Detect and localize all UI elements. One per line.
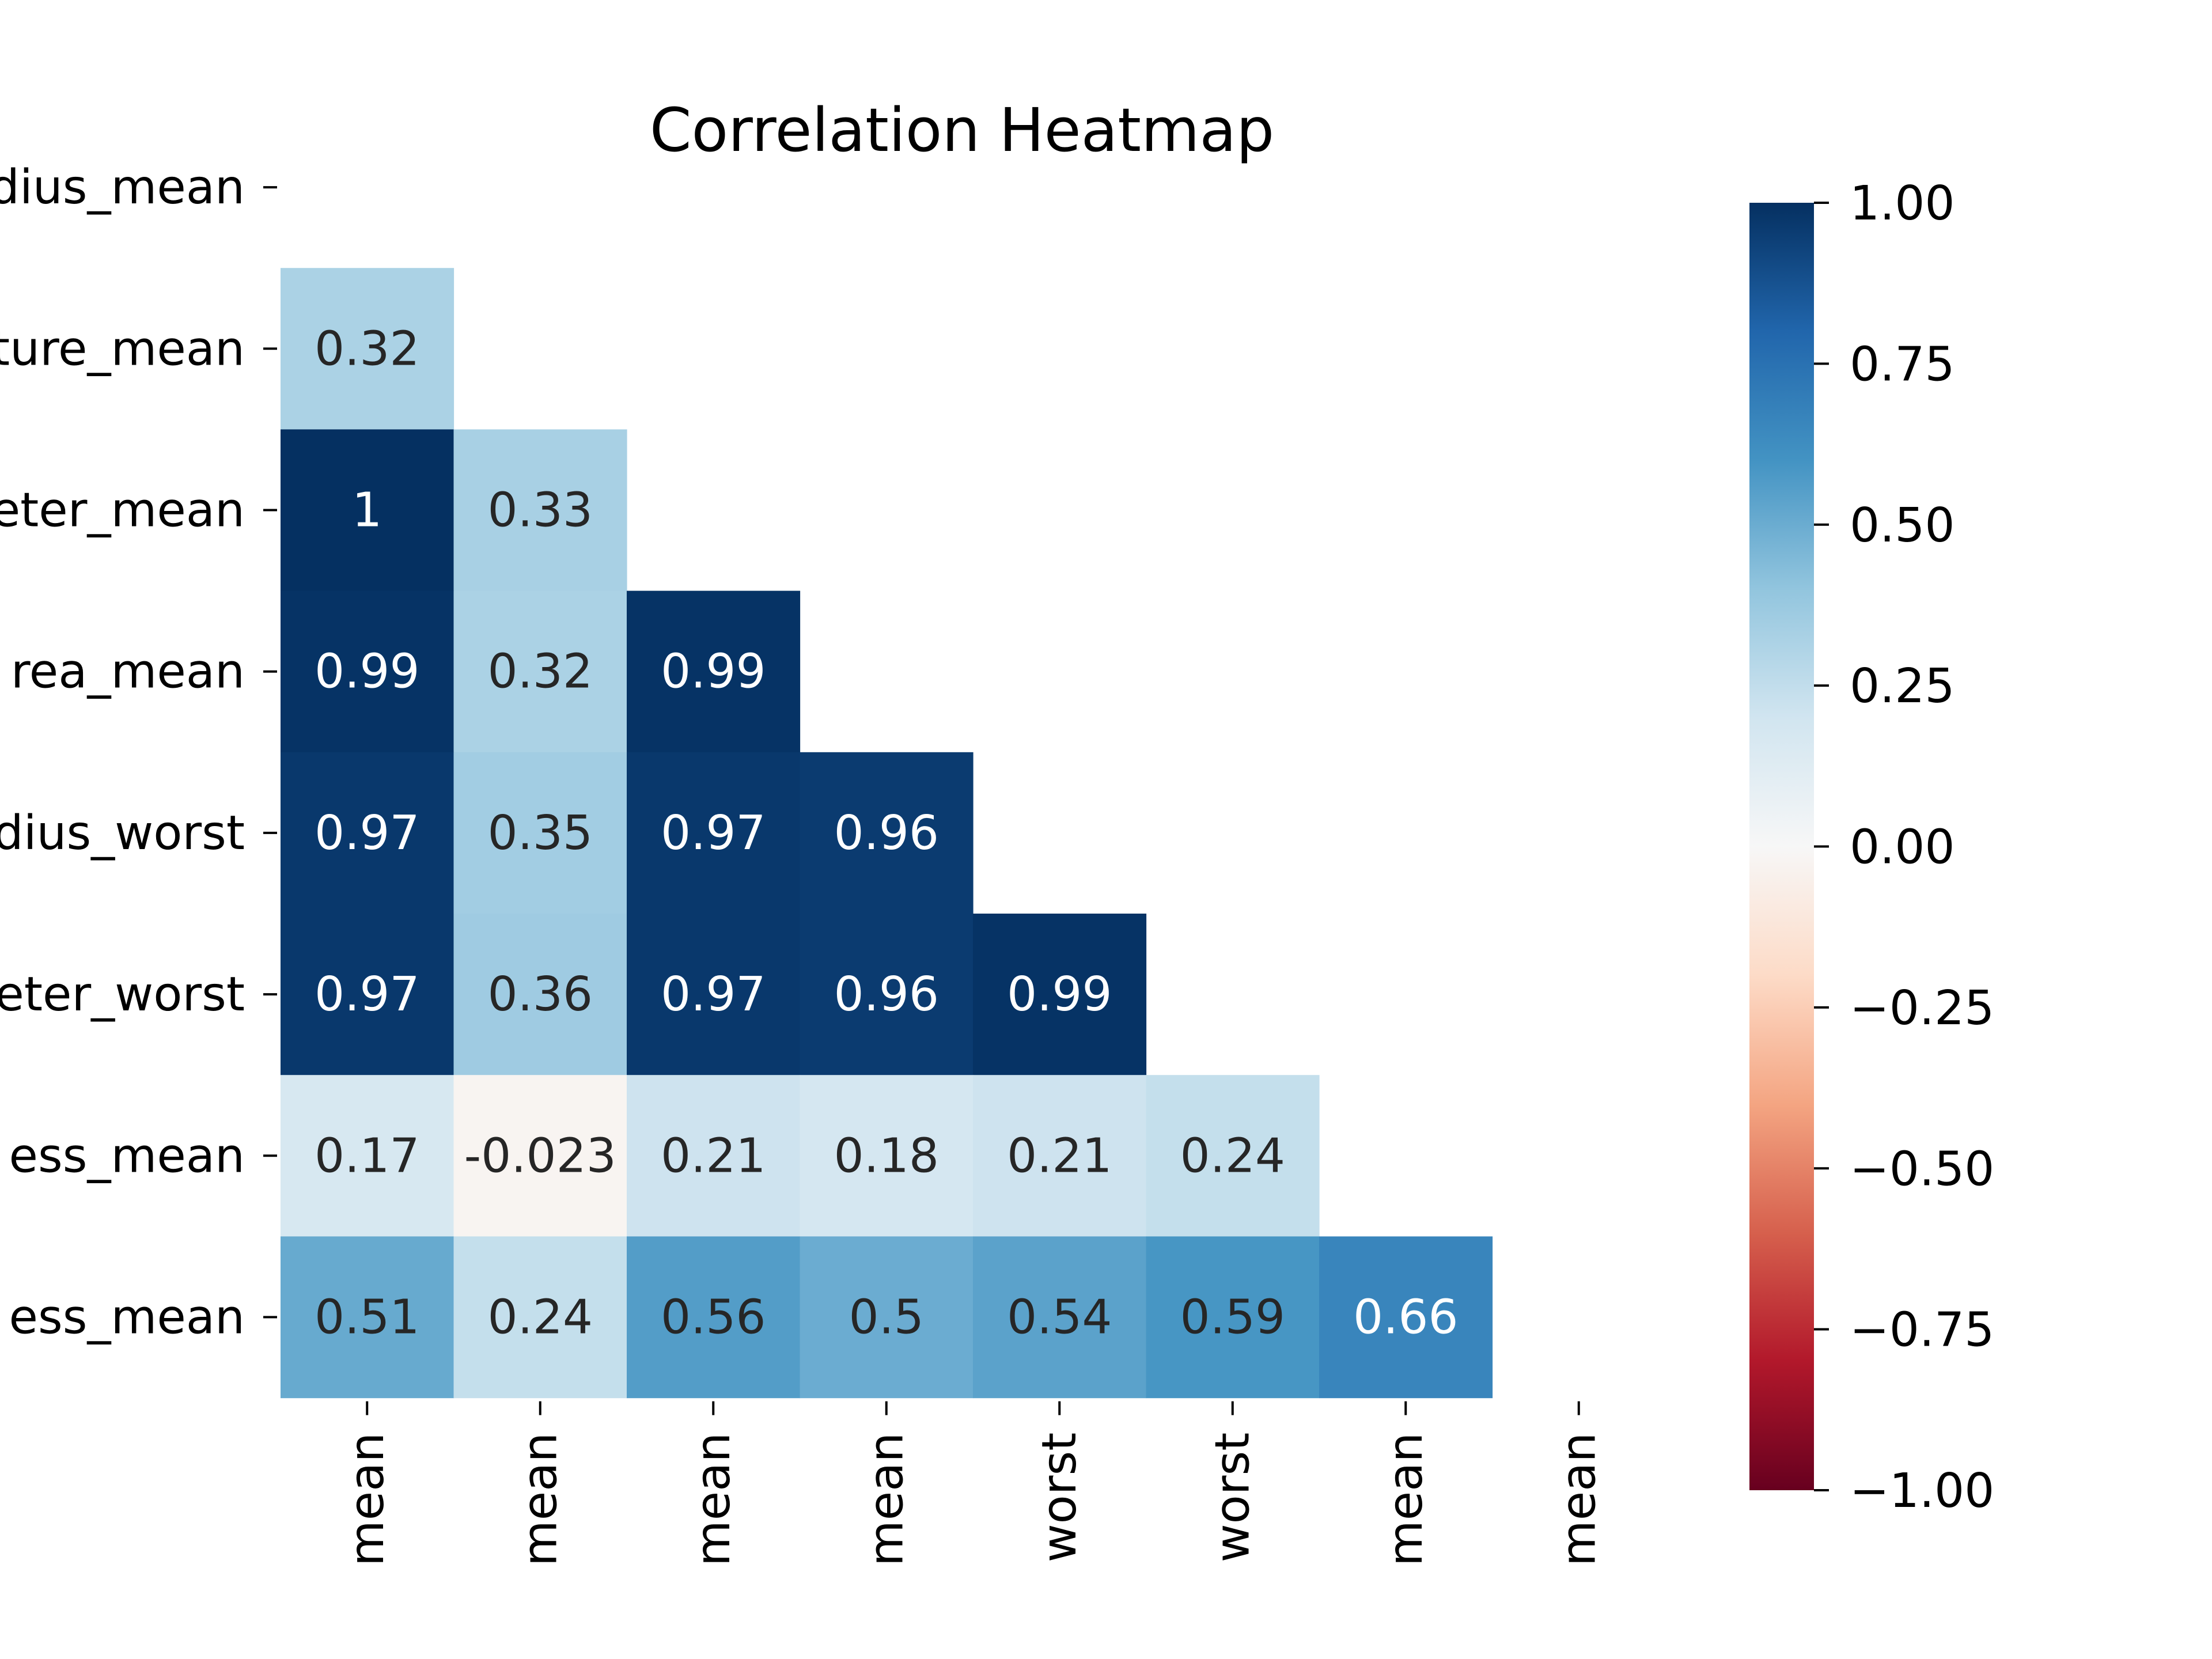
- heatmap-cell-label: 0.97: [661, 806, 766, 861]
- heatmap-cell-label: 0.96: [834, 806, 939, 861]
- heatmap-cell: [453, 914, 627, 1075]
- heatmap-cell: [627, 914, 801, 1075]
- heatmap-cell: [453, 590, 627, 753]
- heatmap-cell: [800, 1236, 974, 1399]
- heatmap-cell: [453, 1236, 627, 1399]
- heatmap-cell: [281, 1075, 454, 1237]
- heatmap-cell-label: 0.99: [1007, 967, 1112, 1022]
- heatmap-cell: [627, 752, 801, 914]
- heatmap-cell: [973, 914, 1147, 1075]
- heatmap-cell: [800, 1075, 974, 1237]
- x-axis: mean mean mean mean worst worst mean mean: [340, 1401, 1607, 1567]
- y-tick-label: dius_worst: [0, 806, 245, 861]
- heatmap-cell-label: 0.97: [315, 806, 420, 861]
- heatmap-cell-label: 0.97: [661, 967, 766, 1022]
- heatmap-cell-label: 0.36: [487, 967, 593, 1022]
- y-tick-label: dius_mean: [0, 160, 245, 215]
- heatmap-cell: [453, 1075, 627, 1237]
- heatmap-cell-label: 0.32: [487, 645, 593, 699]
- colorbar-tick-label: −0.75: [1850, 1303, 1994, 1358]
- heatmap-cells: [281, 268, 1493, 1399]
- heatmap-cell: [627, 1075, 801, 1237]
- heatmap-cell-label: 0.54: [1007, 1290, 1112, 1345]
- heatmap-cell-label: 0.35: [487, 806, 593, 861]
- heatmap-cell: [1146, 1075, 1320, 1237]
- heatmap-cell: [281, 429, 454, 592]
- heatmap-cell-label: 0.59: [1180, 1290, 1285, 1345]
- heatmap-cell: [453, 429, 627, 592]
- colorbar-tick-label: 1.00: [1850, 176, 1955, 231]
- heatmap-cell-label: 0.97: [315, 967, 420, 1022]
- x-tick-label: mean: [1552, 1433, 1607, 1567]
- heatmap-cell-label: 0.33: [487, 483, 593, 538]
- colorbar-tick-label: 0.00: [1850, 820, 1955, 875]
- heatmap-cell-label: 0.56: [661, 1290, 766, 1345]
- heatmap-cell: [627, 590, 801, 753]
- heatmap-cell-label: 0.99: [315, 645, 420, 699]
- colorbar-tick-label: −0.50: [1850, 1142, 1994, 1196]
- heatmap-cell: [627, 1236, 801, 1399]
- x-tick-label: mean: [513, 1433, 568, 1567]
- chart-title: Correlation Heatmap: [650, 95, 1274, 165]
- y-tick-label: ess_mean: [9, 1128, 245, 1183]
- colorbar: 1.00 0.75 0.50 0.25 0.00 −0.25 −0.50 −0.75 −1.00: [1749, 176, 1994, 1518]
- heatmap-cell-label: 0.96: [834, 967, 939, 1022]
- y-tick-label: rea_mean: [11, 645, 245, 699]
- x-tick-label: mean: [859, 1433, 914, 1567]
- heatmap-cell: [281, 590, 454, 753]
- heatmap-cell-label: 1: [352, 483, 382, 538]
- heatmap-cell-label: 0.51: [315, 1290, 420, 1345]
- heatmap-cell: [973, 1236, 1147, 1399]
- heatmap-cell: [1319, 1236, 1493, 1399]
- heatmap-cell-labels: 0.32 1 0.33 0.99 0.32 0.99 0.97 0.35 0.97 0.96 0.9…: [315, 321, 1459, 1344]
- x-tick-label: mean: [1378, 1433, 1433, 1567]
- heatmap-cell-label: 0.21: [661, 1128, 766, 1183]
- colorbar-tick-label: 0.25: [1850, 659, 1955, 714]
- heatmap-cell-label: 0.99: [661, 645, 766, 699]
- heatmap-cell: [800, 914, 974, 1075]
- heatmap-cell-label: 0.66: [1353, 1290, 1459, 1345]
- colorbar-tick-label: −1.00: [1850, 1464, 1994, 1518]
- heatmap-cell: [973, 1075, 1147, 1237]
- y-tick-label: ess_mean: [9, 1290, 245, 1345]
- colorbar-gradient: [1749, 203, 1814, 1490]
- x-tick-label: mean: [340, 1433, 395, 1567]
- y-tick-label: ture_mean: [0, 321, 245, 376]
- heatmap-cell: [1146, 1236, 1320, 1399]
- heatmap-cell: [281, 268, 454, 430]
- heatmap-cell-label: 0.24: [1180, 1128, 1285, 1183]
- heatmap-cell: [281, 1236, 454, 1399]
- colorbar-ticks: 1.00 0.75 0.50 0.25 0.00 −0.25 −0.50 −0.75 −1.00: [1814, 176, 1994, 1518]
- heatmap-cell-label: 0.5: [849, 1290, 924, 1345]
- heatmap-cell-label: 0.24: [487, 1290, 593, 1345]
- heatmap-cell: [800, 752, 974, 914]
- heatmap-cell-label: -0.023: [464, 1128, 616, 1183]
- heatmap-cell-label: 0.17: [315, 1128, 420, 1183]
- heatmap-cell: [453, 752, 627, 914]
- y-tick-label: eter_worst: [0, 967, 245, 1022]
- heatmap-cell-label: 0.32: [315, 321, 420, 376]
- heatmap-cell: [281, 914, 454, 1075]
- heatmap-cell-label: 0.21: [1007, 1128, 1112, 1183]
- x-tick-label: worst: [1032, 1433, 1087, 1563]
- y-axis: dius_mean ture_mean eter_mean rea_mean dius_…: [0, 160, 277, 1345]
- colorbar-tick-label: 0.75: [1850, 337, 1955, 392]
- y-tick-label: eter_mean: [0, 483, 245, 538]
- heatmap-cell-label: 0.18: [834, 1128, 939, 1183]
- heatmap-cell: [281, 752, 454, 914]
- colorbar-tick-label: 0.50: [1850, 498, 1955, 553]
- x-tick-label: worst: [1206, 1433, 1260, 1563]
- colorbar-tick-label: −0.25: [1850, 981, 1994, 1036]
- x-tick-label: mean: [686, 1433, 741, 1567]
